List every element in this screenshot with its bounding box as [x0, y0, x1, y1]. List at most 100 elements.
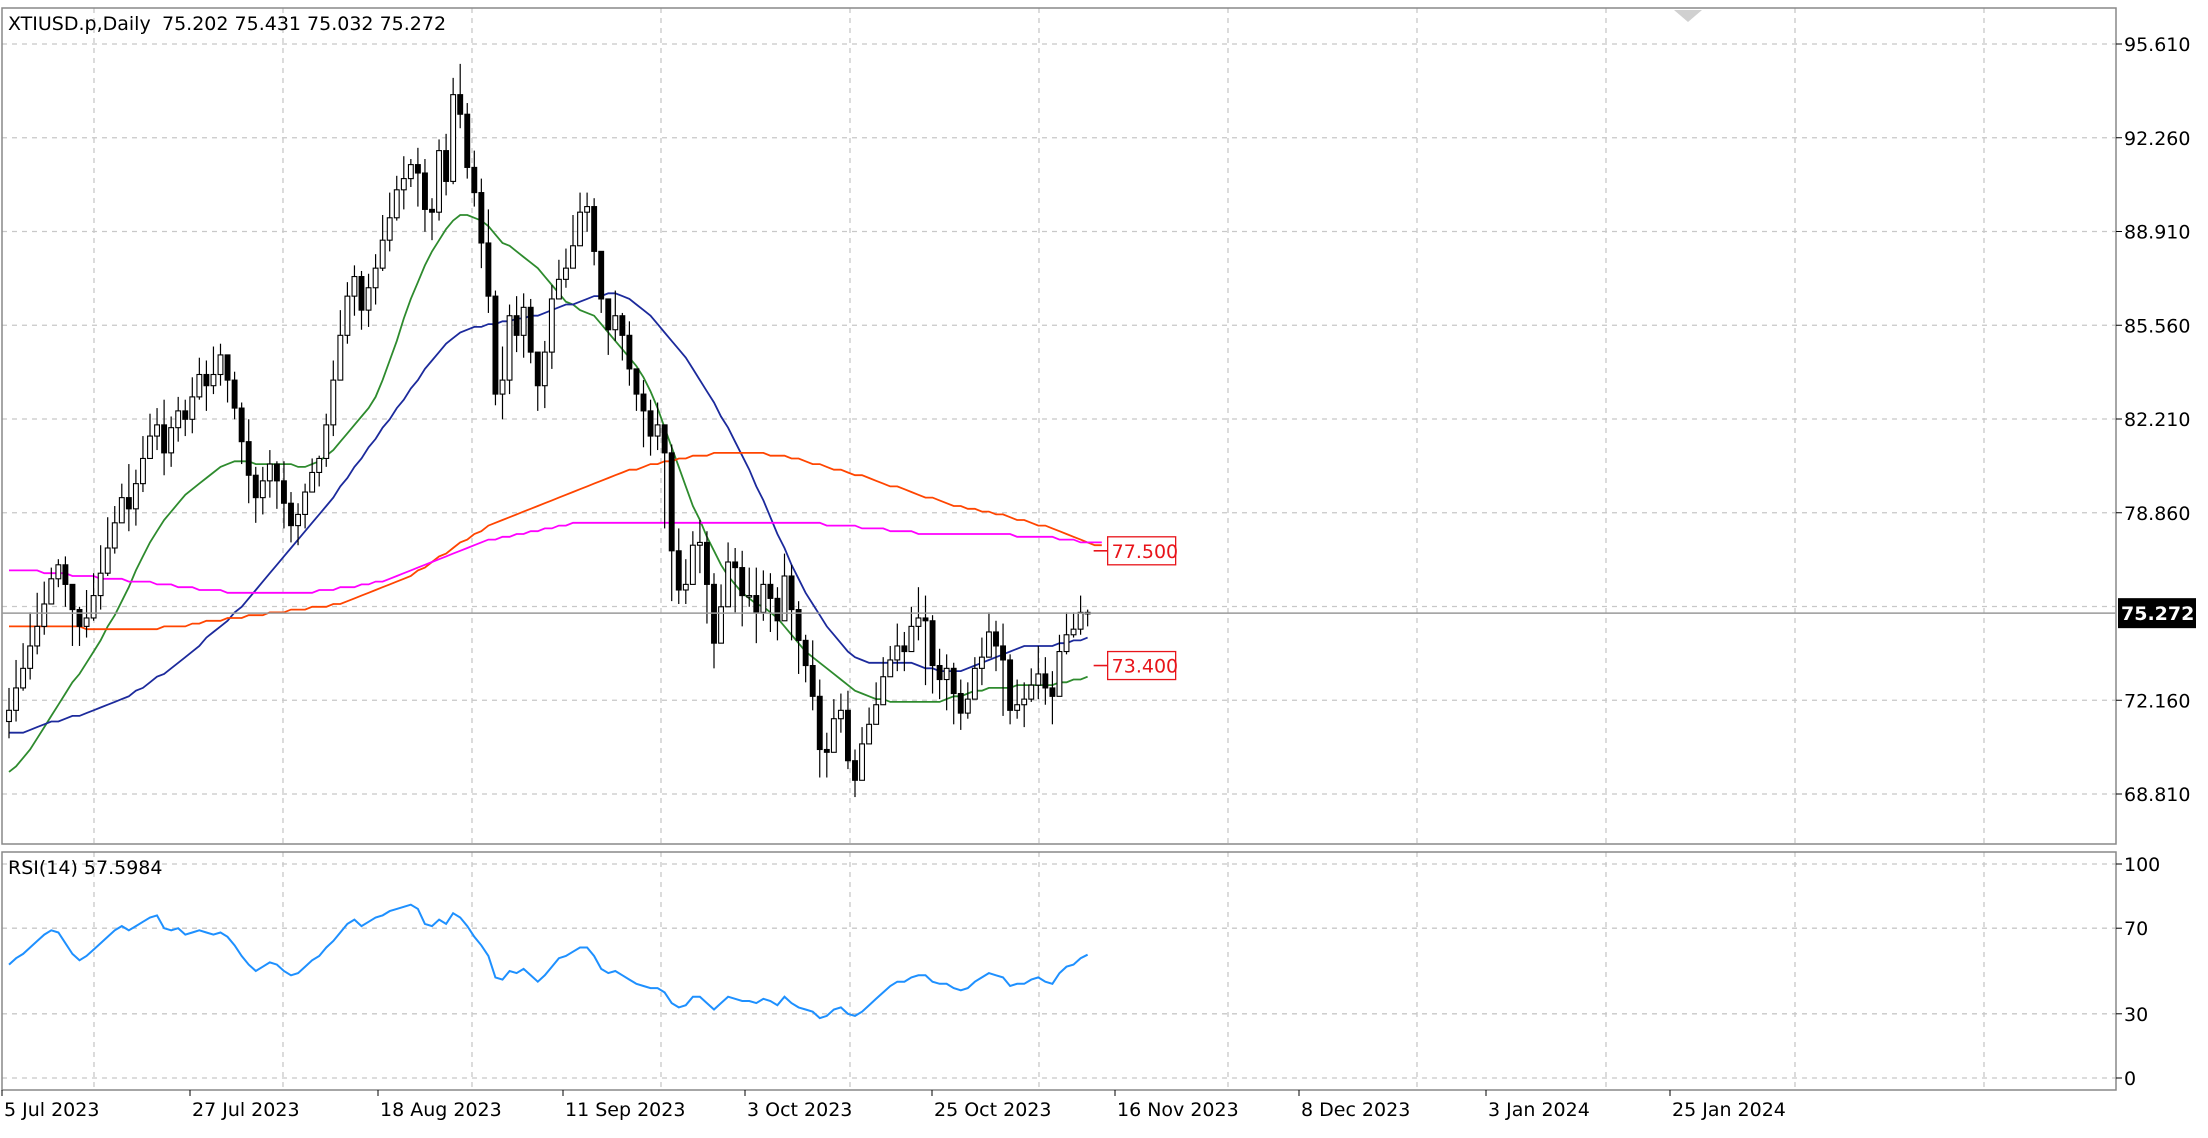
candle-bull [887, 659, 894, 678]
candle-bull [351, 276, 358, 297]
candle-bear [957, 692, 964, 714]
candle-bull [372, 267, 379, 289]
candle-bull [985, 631, 992, 658]
candle-bear [591, 206, 598, 252]
main-panel-frame [1, 7, 2117, 845]
candle-bear [901, 645, 908, 653]
candle-bear [464, 113, 471, 168]
candle-bear [739, 567, 746, 597]
candle-bear [753, 595, 760, 613]
candle-bear [252, 474, 259, 499]
time-axis: 5 Jul 2023 27 Jul 2023 18 Aug 2023 11 Sep 2… [1, 1090, 1786, 1121]
candle-bull [506, 315, 513, 381]
candle-bull [266, 463, 273, 482]
candle-bear [203, 373, 210, 387]
x-tick-label: 8 Dec 2023 [1301, 1099, 1410, 1121]
candle-bull [859, 743, 866, 781]
candle-bull [34, 625, 41, 647]
candle-bull [118, 497, 125, 524]
x-tick-label: 25 Oct 2023 [934, 1099, 1051, 1121]
candle-bear [993, 631, 999, 647]
y-tick-label: 92.260 [2124, 128, 2190, 150]
candle-bear [429, 208, 435, 213]
candle-bear [844, 709, 851, 762]
candle-bear [802, 639, 809, 667]
candle-bear [950, 667, 957, 695]
candle-bull [400, 178, 407, 191]
candle-bull [570, 245, 576, 269]
candle-bull [217, 354, 224, 376]
candle-bull [978, 656, 985, 669]
candle-bull [154, 424, 160, 437]
candle-bear [182, 410, 189, 420]
candle-bull [548, 298, 555, 353]
rsi-panel-frame [1, 851, 2117, 1091]
current-price-text: 75.272 [2121, 603, 2194, 625]
candle-bull [316, 457, 323, 474]
level-label: 77.500 [1112, 541, 1178, 563]
candle-bear [288, 502, 294, 527]
rsi-label: RSI(14) 57.5984 [8, 857, 162, 879]
candle-bear [661, 424, 668, 454]
x-tick-label: 16 Nov 2023 [1117, 1099, 1239, 1121]
candle-bull [48, 578, 55, 605]
candle-bull [27, 645, 34, 669]
candle-bear [245, 441, 252, 476]
candle-bear [929, 620, 936, 667]
candle-bear [936, 664, 943, 681]
candle-bull [393, 189, 400, 219]
main-grid [2, 8, 2116, 844]
candle-bull [386, 217, 393, 241]
candle-bull [295, 513, 301, 527]
ma-green-line [8, 214, 1088, 773]
candle-bear [534, 351, 541, 387]
x-tick-label: 18 Aug 2023 [380, 1099, 502, 1121]
ma-red-line [9, 451, 1102, 631]
candle-bull [450, 94, 457, 182]
candle-bull [654, 424, 661, 437]
candle-bear [788, 575, 795, 611]
rsi-line [8, 903, 1089, 1020]
candle-bear [231, 379, 238, 409]
candle-bear [280, 480, 287, 504]
candlesticks [6, 63, 1091, 798]
y-tick-label: 85.560 [2124, 315, 2190, 337]
candle-bear [795, 609, 802, 641]
candle-bull [746, 595, 753, 598]
candle-bear [478, 192, 485, 244]
candle-bull [132, 483, 139, 510]
candle-bull [55, 564, 62, 580]
chart-shift-marker[interactable] [1674, 10, 1702, 22]
candle-bull [760, 583, 767, 613]
candle-bear [823, 748, 830, 753]
rsi-tick-label: 70 [2124, 918, 2148, 940]
candle-bear [640, 393, 647, 412]
moving-average-lines [8, 214, 1102, 773]
candle-bull [168, 427, 175, 454]
candle-bull [210, 373, 217, 387]
ma-blue-line [9, 292, 1088, 734]
candle-bull [337, 334, 344, 381]
candle-bear [238, 407, 245, 443]
level-box [1107, 536, 1177, 566]
candle-bear [421, 172, 428, 210]
x-tick-label: 27 Jul 2023 [192, 1099, 300, 1121]
candle-bull [555, 278, 562, 300]
candle-bear [492, 295, 499, 395]
candle-bull [302, 491, 309, 515]
rsi-tick-label: 100 [2124, 854, 2160, 876]
candle-bear [647, 410, 654, 437]
candle-bear [626, 334, 633, 370]
y-tick-label: 95.610 [2124, 34, 2190, 56]
candle-bull [344, 295, 351, 336]
candle-bull [309, 471, 316, 493]
candle-bull [696, 541, 703, 546]
candle-bull [541, 351, 548, 387]
candle-bull [971, 667, 978, 700]
candle-bear [224, 354, 231, 381]
candle-bull [866, 723, 873, 745]
ma-magenta-line [9, 521, 1102, 594]
candle-bull [894, 645, 901, 661]
candle-bull [259, 480, 266, 499]
